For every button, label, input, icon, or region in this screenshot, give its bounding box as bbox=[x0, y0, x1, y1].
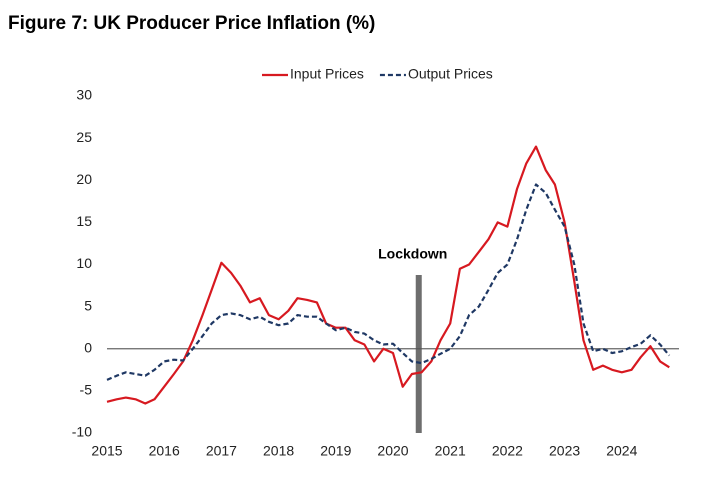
x-tick-label: 2020 bbox=[377, 443, 408, 459]
x-tick-label: 2021 bbox=[435, 443, 466, 459]
x-tick-label: 2015 bbox=[91, 443, 122, 459]
y-tick-label: -5 bbox=[80, 382, 93, 398]
x-tick-label: 2022 bbox=[492, 443, 523, 459]
y-tick-label: 10 bbox=[76, 255, 92, 271]
y-tick-label: 25 bbox=[76, 129, 92, 145]
x-tick-label: 2019 bbox=[320, 443, 351, 459]
x-tick-label: 2016 bbox=[149, 443, 180, 459]
lockdown-bar bbox=[415, 275, 422, 433]
legend-label: Output Prices bbox=[408, 66, 493, 82]
y-tick-label: 5 bbox=[84, 297, 92, 313]
y-tick-label: 20 bbox=[76, 171, 92, 187]
x-tick-label: 2024 bbox=[606, 443, 637, 459]
series-line bbox=[106, 145, 670, 405]
y-tick-label: -10 bbox=[72, 424, 92, 440]
x-tick-label: 2017 bbox=[206, 443, 237, 459]
y-tick-label: 0 bbox=[84, 339, 92, 355]
series-line bbox=[106, 183, 671, 381]
chart-title: Figure 7: UK Producer Price Inflation (%… bbox=[8, 13, 375, 34]
x-tick-label: 2018 bbox=[263, 443, 294, 459]
y-tick-label: 15 bbox=[76, 213, 92, 229]
y-tick-label: 30 bbox=[76, 87, 92, 103]
x-tick-label: 2023 bbox=[549, 443, 580, 459]
legend-label: Input Prices bbox=[290, 66, 364, 82]
annotation: Lockdown bbox=[378, 246, 447, 262]
